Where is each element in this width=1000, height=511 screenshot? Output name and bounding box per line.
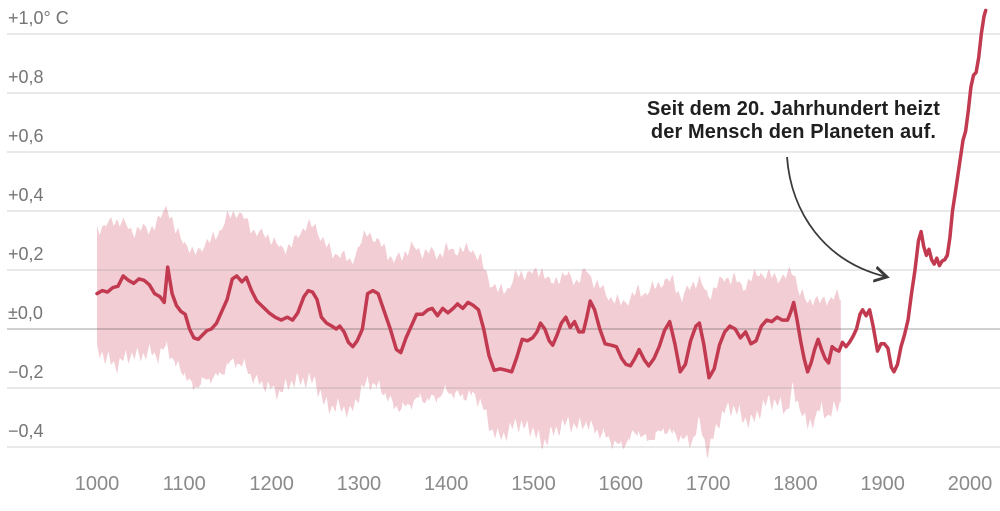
annotation-text: Seit dem 20. Jahrhundert heizt der Mensc… [647,98,940,144]
annotation-arrow-path [786,156,887,277]
temperature-line-path [95,8,988,380]
uncertainty-band [97,205,841,459]
y-tick-label: ±0,0 [8,303,43,323]
x-tick-label: 1500 [511,473,556,495]
x-tick-label: 1200 [249,473,294,495]
annotation-arrow [786,156,887,277]
y-tick-label: +1,0° C [8,8,69,28]
temperature-line [95,8,988,380]
y-tick-label: +0,6 [8,126,44,146]
x-tick-label: 1800 [773,473,818,495]
y-tick-label: −0,2 [8,362,44,382]
annotation-line-2: der Mensch den Planeten auf. [650,121,936,143]
y-tick-label: +0,4 [8,185,44,205]
gridlines [7,33,1000,448]
x-tick-label: 1100 [162,473,206,495]
x-tick-label: 1000 [74,473,120,495]
y-tick-label: +0,2 [8,244,44,264]
x-tick-label: 1700 [685,473,731,495]
uncertainty-band-area [97,205,841,459]
x-tick-label: 1300 [336,473,382,495]
y-tick-label: −0,4 [8,421,44,441]
x-tick-label: 1400 [423,473,469,495]
x-tick-label: 1900 [860,473,905,495]
x-tick-label: 1600 [598,473,644,495]
y-tick-label: +0,8 [8,67,44,87]
x-tick-label: 2000 [947,473,993,495]
annotation-line-1: Seit dem 20. Jahrhundert heizt [646,98,940,120]
